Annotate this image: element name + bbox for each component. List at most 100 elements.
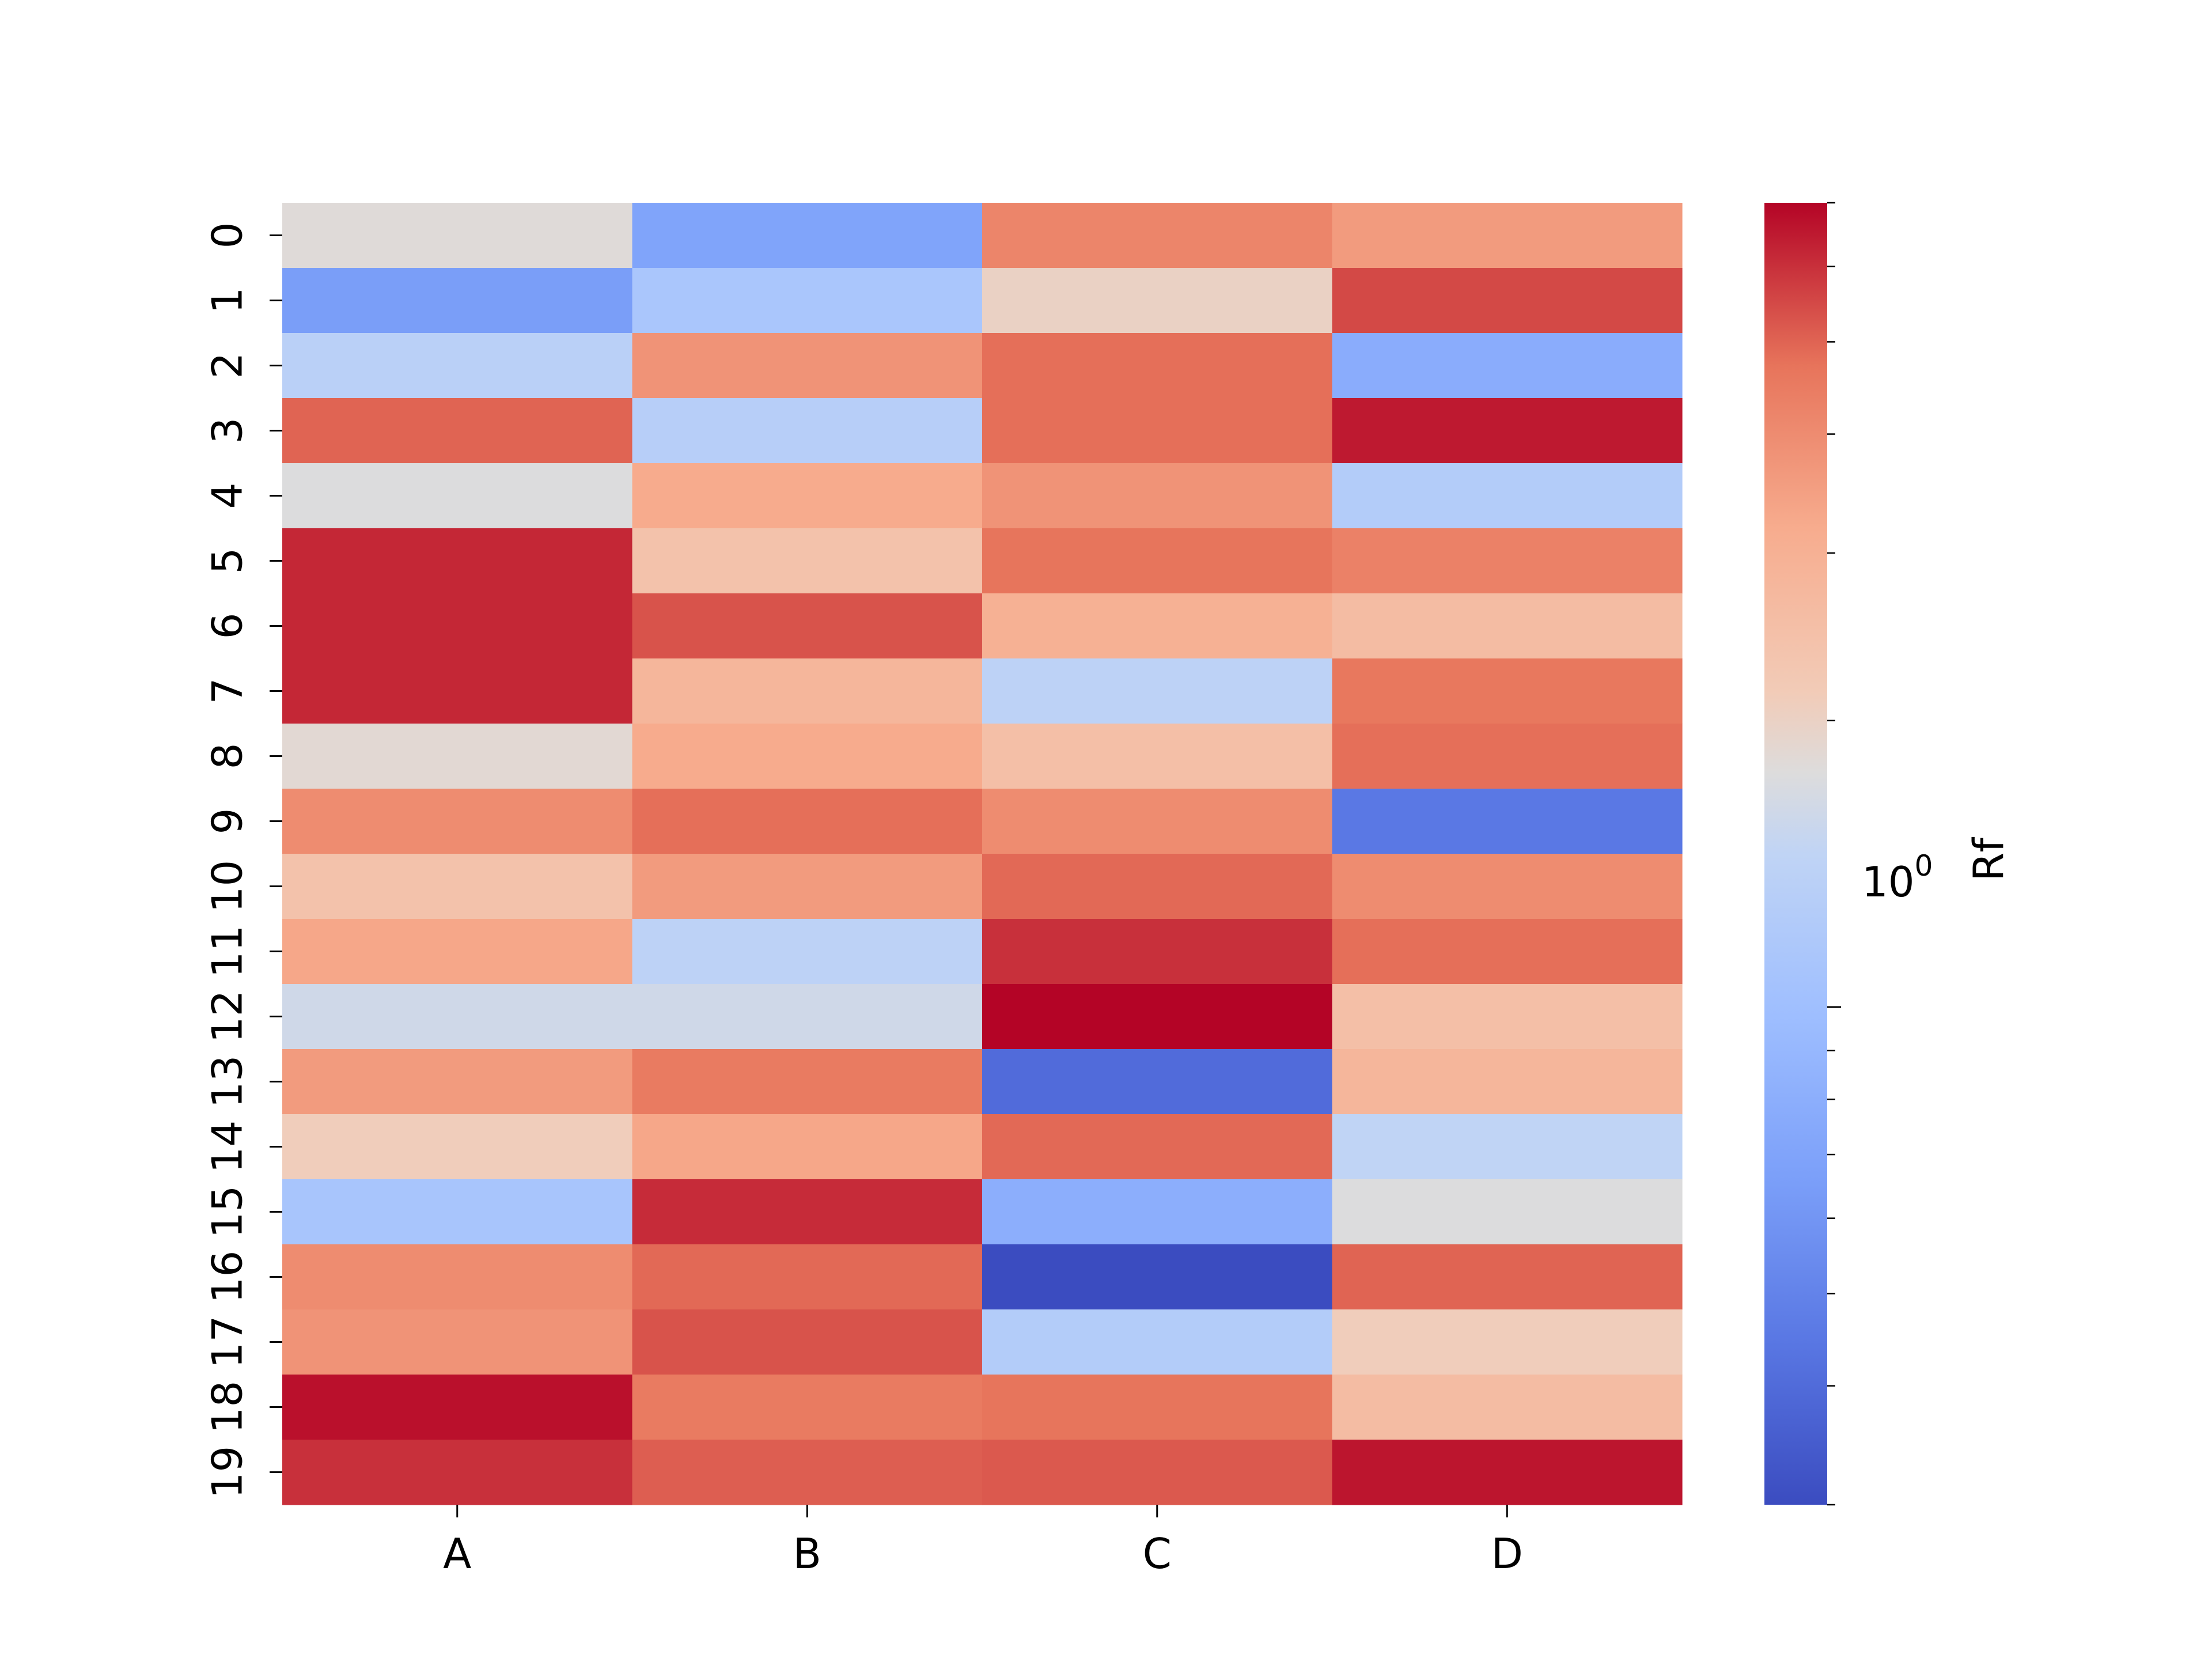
heatmap-cell xyxy=(1332,268,1683,334)
heatmap-cell xyxy=(632,919,983,985)
heatmap-cell xyxy=(1332,203,1683,268)
heatmap-cell xyxy=(1332,528,1683,594)
heatmap-cell xyxy=(1332,919,1683,985)
heatmap-cell xyxy=(1332,1049,1683,1115)
heatmap-cell xyxy=(282,919,633,985)
heatmap-cell xyxy=(632,268,983,334)
heatmap-cell xyxy=(982,333,1333,399)
heatmap-cell xyxy=(982,919,1333,985)
y-tick-label: 12 xyxy=(203,990,252,1043)
heatmap-cell xyxy=(282,1440,633,1505)
heatmap-cell xyxy=(1332,1375,1683,1440)
y-tick-label: 18 xyxy=(203,1381,252,1434)
y-tick-label: 8 xyxy=(203,743,252,770)
colorbar-gradient xyxy=(1764,203,1827,1505)
heatmap-cell xyxy=(1332,1179,1683,1245)
colorbar-tick-exponent: 0 xyxy=(1915,849,1933,883)
heatmap-cell xyxy=(282,854,633,919)
heatmap-cell xyxy=(982,1375,1333,1440)
heatmap-cell xyxy=(982,1179,1333,1245)
heatmap-cell xyxy=(632,593,983,659)
y-tick-label: 13 xyxy=(203,1055,252,1108)
heatmap-cell xyxy=(1332,1244,1683,1310)
heatmap-cell xyxy=(982,1440,1333,1505)
heatmap-cell xyxy=(1332,984,1683,1050)
y-tick-label: 4 xyxy=(203,483,252,509)
heatmap-cell xyxy=(632,333,983,399)
x-tick-label: C xyxy=(1143,1530,1172,1578)
heatmap-cell xyxy=(282,463,633,529)
heatmap-cell xyxy=(1332,1440,1683,1505)
colorbar-label: Rf xyxy=(1965,837,2013,881)
heatmap-cell xyxy=(282,593,633,659)
heatmap-cell xyxy=(282,398,633,464)
y-tick-label: 17 xyxy=(203,1316,252,1369)
x-tick-label: B xyxy=(793,1530,821,1578)
colorbar-tick-base: 10 xyxy=(1862,858,1915,906)
y-tick-label: 1 xyxy=(203,287,252,314)
heatmap-cell xyxy=(632,398,983,464)
heatmap-cell xyxy=(982,528,1333,594)
heatmap-cell xyxy=(632,1179,983,1245)
heatmap-cell xyxy=(982,463,1333,529)
heatmap-cell xyxy=(982,593,1333,659)
heatmap-cell xyxy=(632,1114,983,1180)
heatmap-cell xyxy=(282,333,633,399)
heatmap-cell xyxy=(1332,658,1683,724)
heatmap-cell xyxy=(982,1244,1333,1310)
heatmap-cell xyxy=(982,984,1333,1050)
y-tick-label: 15 xyxy=(203,1186,252,1239)
y-tick-label: 9 xyxy=(203,808,252,835)
x-tick-label: A xyxy=(443,1530,471,1578)
y-tick-label: 5 xyxy=(203,548,252,574)
heatmap-cell xyxy=(632,854,983,919)
heatmap-cell xyxy=(282,1049,633,1115)
heatmap-cell xyxy=(282,268,633,334)
heatmap-cell xyxy=(632,1049,983,1115)
heatmap-cell xyxy=(282,1309,633,1375)
heatmap-cell xyxy=(632,1440,983,1505)
heatmap-cell xyxy=(1332,1114,1683,1180)
heatmap-cell xyxy=(1332,333,1683,399)
heatmap-cell xyxy=(982,1049,1333,1115)
heatmap-cell xyxy=(282,203,633,268)
heatmap-cell xyxy=(632,528,983,594)
heatmap-cell xyxy=(1332,463,1683,529)
heatmap-cell xyxy=(1332,789,1683,854)
heatmap-cell xyxy=(982,1309,1333,1375)
y-tick-label: 6 xyxy=(203,613,252,639)
heatmap-cell xyxy=(982,1114,1333,1180)
colorbar: 100 Rf xyxy=(1764,202,2013,1506)
heatmap-cell xyxy=(632,658,983,724)
y-tick-label: 7 xyxy=(203,678,252,705)
heatmap-cell xyxy=(632,789,983,854)
x-tick-label: D xyxy=(1491,1530,1523,1578)
y-tick-label: 11 xyxy=(203,925,252,978)
heatmap-cell xyxy=(1332,1309,1683,1375)
heatmap-cell xyxy=(632,724,983,789)
y-tick-label: 3 xyxy=(203,418,252,444)
heatmap-cell xyxy=(282,789,633,854)
y-tick-label: 0 xyxy=(203,222,252,249)
heatmap-cell xyxy=(982,724,1333,789)
heatmap-cell xyxy=(1332,593,1683,659)
y-tick-label: 14 xyxy=(203,1120,252,1173)
y-tick-label: 10 xyxy=(203,860,252,913)
y-tick-label: 16 xyxy=(203,1251,252,1304)
heatmap-cell xyxy=(282,1114,633,1180)
heatmap-cell xyxy=(982,658,1333,724)
heatmap-cell xyxy=(1332,724,1683,789)
heatmap-cell xyxy=(982,854,1333,919)
y-tick-label: 2 xyxy=(203,353,252,379)
heatmap-cell xyxy=(982,398,1333,464)
heatmap-cell xyxy=(632,1375,983,1440)
heatmap-cell xyxy=(632,463,983,529)
heatmap-cell xyxy=(982,268,1333,334)
heatmap-cell xyxy=(1332,398,1683,464)
y-tick-label: 19 xyxy=(203,1446,252,1499)
heatmap-cells xyxy=(282,203,1683,1505)
heatmap-cell xyxy=(632,203,983,268)
